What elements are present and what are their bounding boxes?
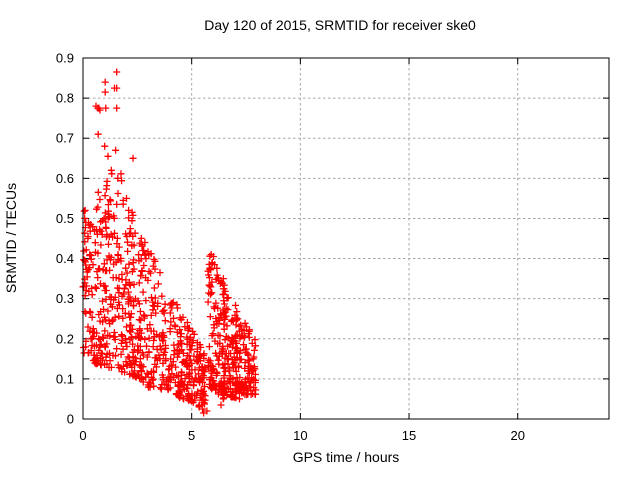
grid-lines — [83, 58, 609, 419]
y-tick-label: 0.8 — [56, 91, 74, 106]
y-tick-label: 0.4 — [56, 251, 74, 266]
y-tick-label: 0.2 — [56, 331, 74, 346]
plot-border — [82, 57, 610, 420]
x-tick-label: 10 — [293, 428, 307, 443]
y-axis-label: SRMTID / TECUs — [3, 183, 19, 293]
y-tick-label: 0.6 — [56, 171, 74, 186]
y-tick-label: 0.7 — [56, 131, 74, 146]
y-tick-labels: 0 0.1 0.2 0.3 0.4 0.5 0.6 0.7 0.8 0.9 — [56, 51, 74, 427]
y-tick-label: 0.5 — [56, 211, 74, 226]
x-axis-label: GPS time / hours — [293, 449, 400, 465]
x-tick-labels: 0 5 10 15 20 — [79, 428, 525, 443]
y-tick-label: 0 — [67, 412, 74, 427]
x-tick-label: 0 — [79, 428, 86, 443]
scatter-points — [79, 68, 260, 417]
x-tick-label: 15 — [402, 428, 416, 443]
y-tick-label: 0.1 — [56, 371, 74, 386]
y-tick-label: 0.9 — [56, 51, 74, 66]
x-tick-label: 20 — [510, 428, 524, 443]
data-point-markers — [79, 68, 260, 417]
chart-title: Day 120 of 2015, SRMTID for receiver ske… — [204, 17, 476, 33]
x-tick-label: 5 — [188, 428, 195, 443]
y-tick-label: 0.3 — [56, 291, 74, 306]
